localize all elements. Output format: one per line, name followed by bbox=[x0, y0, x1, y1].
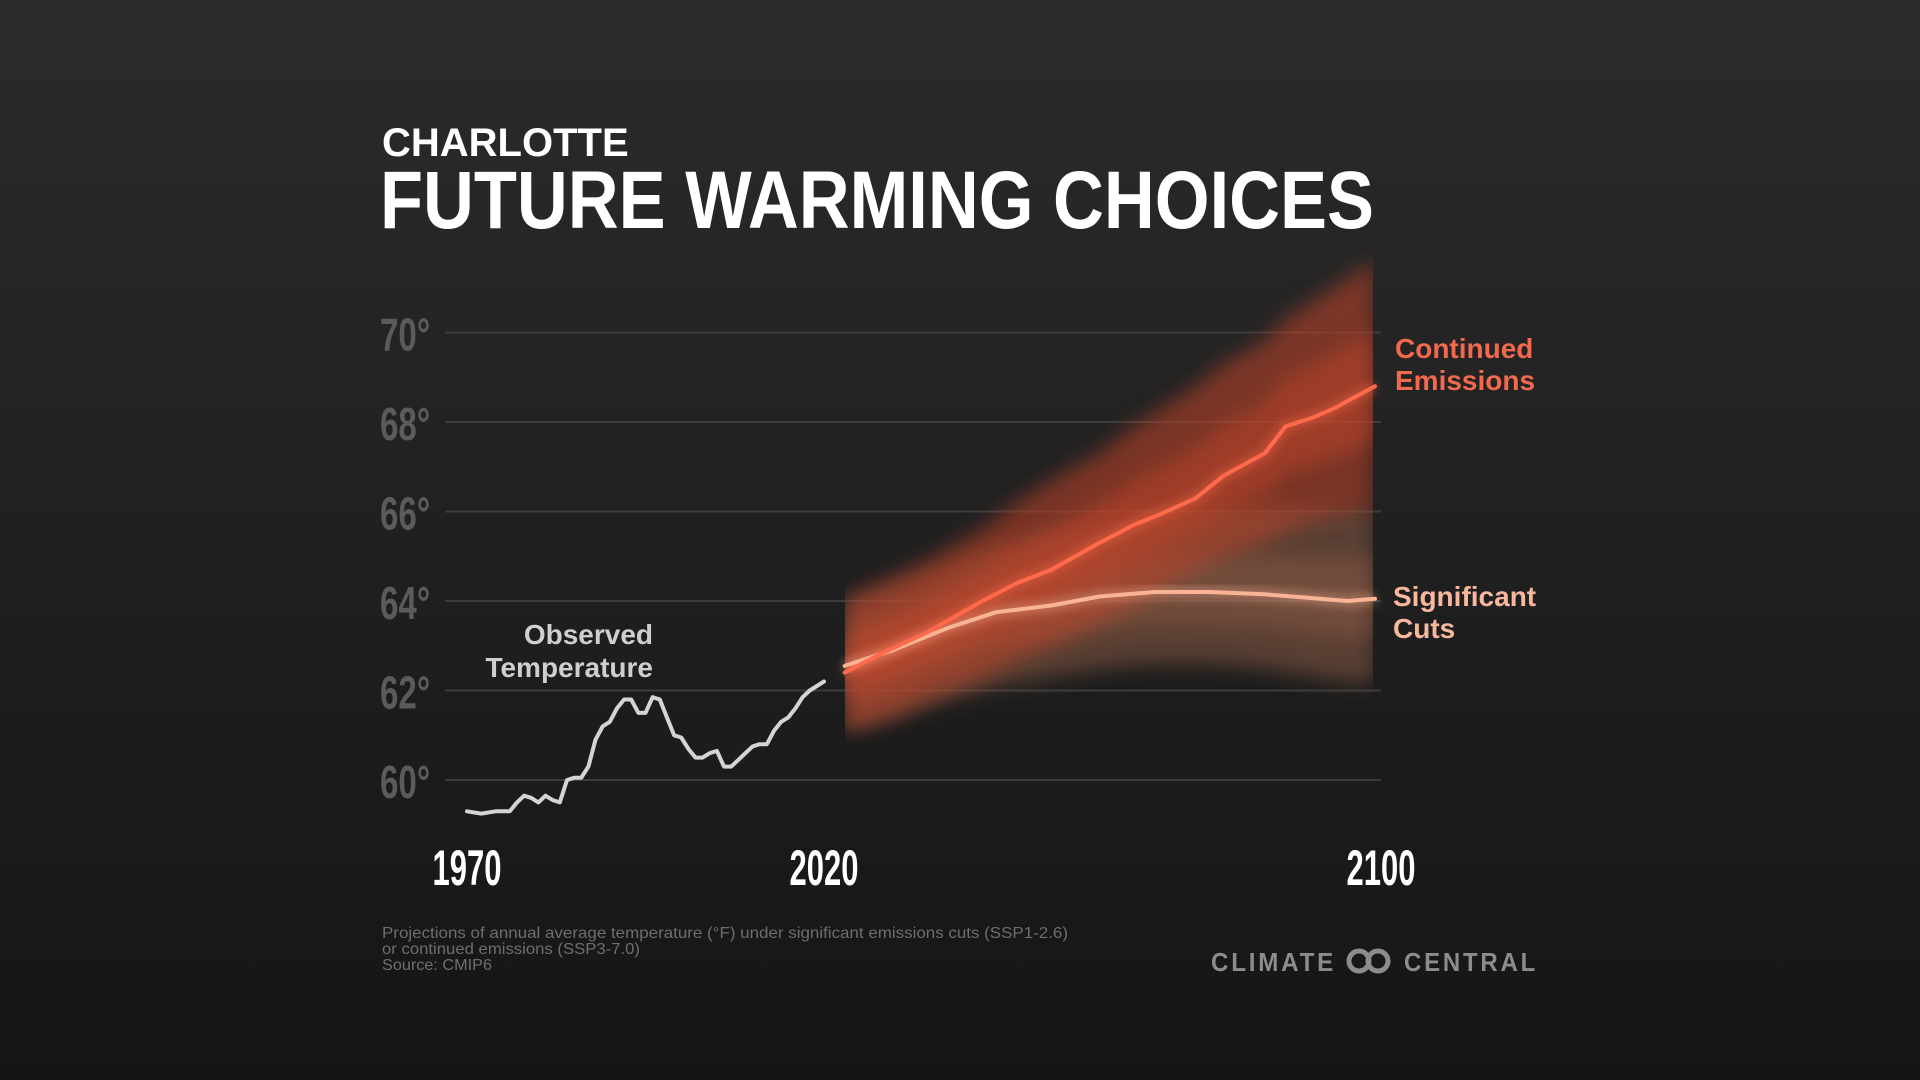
series-lines bbox=[465, 381, 1378, 816]
series-line-continued-emissions bbox=[842, 384, 1377, 675]
logo-text-right: CENTRAL bbox=[1404, 947, 1538, 977]
series-line-significant-cuts bbox=[842, 590, 1377, 668]
x-axis-ticks: 1970 2020 2100 bbox=[433, 839, 1416, 895]
observed-label-line2: Temperature bbox=[485, 652, 653, 683]
emissions-label-line2: Emissions bbox=[1395, 365, 1535, 396]
observed-label-line1: Observed bbox=[524, 619, 653, 650]
y-tick-label: 70° bbox=[380, 310, 430, 360]
footnote-line2: or continued emissions (SSP3-7.0) bbox=[382, 941, 640, 958]
emissions-label-line1: Continued bbox=[1395, 333, 1533, 364]
y-axis-ticks: 60° 62° 64° 66° 68° 70° bbox=[380, 310, 430, 808]
x-tick-label: 2020 bbox=[790, 839, 859, 895]
climate-central-logo: CLIMATE CENTRAL bbox=[1211, 947, 1538, 977]
y-tick-label: 66° bbox=[380, 489, 430, 539]
series-line-observed-temperature bbox=[465, 679, 826, 816]
page-title: FUTURE WARMING CHOICES bbox=[380, 155, 1374, 246]
y-tick-label: 64° bbox=[380, 579, 430, 629]
logo-text-left: CLIMATE bbox=[1211, 947, 1336, 977]
uncertainty-bands bbox=[845, 262, 1373, 731]
linked-rings-icon bbox=[1346, 948, 1391, 974]
cuts-label-line1: Significant bbox=[1393, 581, 1536, 612]
x-tick-label: 2100 bbox=[1347, 839, 1416, 895]
y-tick-label: 68° bbox=[380, 400, 430, 450]
footnote-source: Source: CMIP6 bbox=[382, 957, 492, 974]
y-tick-label: 62° bbox=[380, 668, 430, 718]
cuts-label-line2: Cuts bbox=[1393, 613, 1455, 644]
x-tick-label: 1970 bbox=[433, 839, 502, 895]
footnote-line1: Projections of annual average temperatur… bbox=[382, 925, 1068, 942]
city-name: CHARLOTTE bbox=[382, 121, 629, 165]
y-tick-label: 60° bbox=[380, 758, 430, 808]
